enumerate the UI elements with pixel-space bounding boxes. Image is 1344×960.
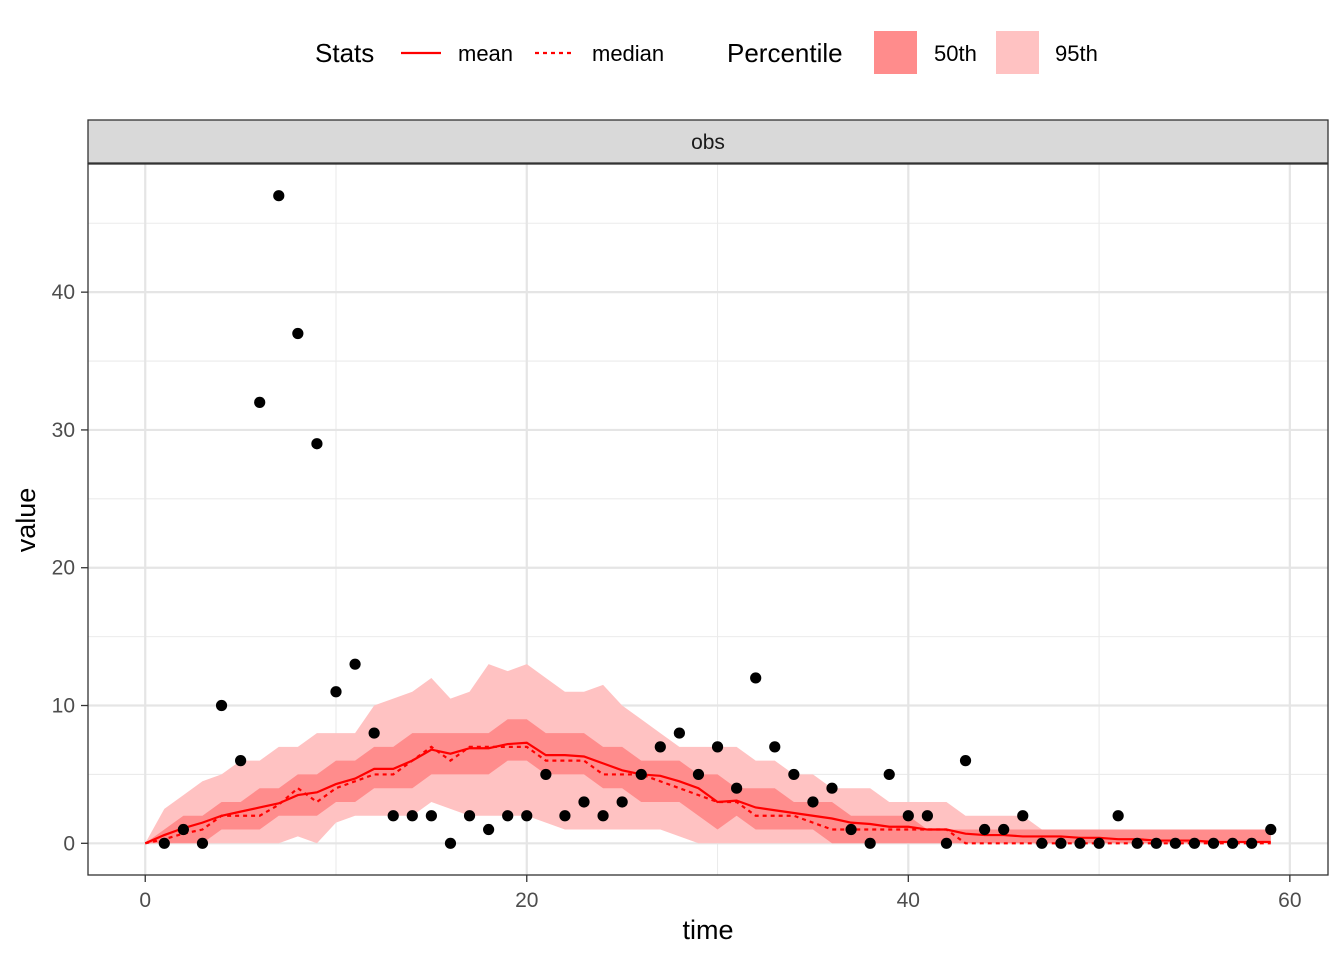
observed-point xyxy=(921,810,933,822)
observed-point xyxy=(1150,837,1162,849)
legend-50th-swatch xyxy=(874,31,917,74)
x-tick-label: 40 xyxy=(897,889,920,912)
x-tick-label: 0 xyxy=(139,889,151,912)
observed-point xyxy=(1246,837,1258,849)
observed-point xyxy=(177,823,189,836)
observed-point xyxy=(864,837,876,849)
observed-point xyxy=(769,741,781,753)
observed-point xyxy=(731,782,743,794)
x-axis-title: time xyxy=(682,915,733,945)
observed-point xyxy=(673,727,685,739)
observed-point xyxy=(692,768,705,781)
observed-point xyxy=(540,768,552,781)
observed-point xyxy=(1055,837,1067,849)
legend-mean-label: mean xyxy=(458,41,513,66)
observed-point xyxy=(368,727,380,739)
observed-point xyxy=(845,823,857,836)
observed-point xyxy=(979,823,991,836)
observed-point xyxy=(807,796,819,808)
observed-points xyxy=(158,190,1277,849)
observed-point xyxy=(273,190,285,202)
observed-point xyxy=(940,837,953,849)
observed-point xyxy=(635,768,647,781)
observed-point xyxy=(502,810,514,822)
observed-point xyxy=(1093,837,1105,849)
band-95th xyxy=(145,664,1271,844)
observed-point xyxy=(1131,837,1143,849)
observed-point xyxy=(483,823,495,836)
y-tick-label: 20 xyxy=(52,557,75,580)
observed-point xyxy=(1265,823,1277,836)
observed-point xyxy=(330,686,342,698)
legend-95th-label: 95th xyxy=(1055,41,1098,66)
observed-point xyxy=(1036,837,1048,849)
observed-point xyxy=(292,327,304,340)
observed-point xyxy=(1188,837,1201,849)
observed-point xyxy=(158,837,170,849)
y-axis-title: value xyxy=(11,488,41,553)
legend-percentile-title: Percentile xyxy=(727,38,843,68)
observed-point xyxy=(883,768,895,781)
median-line xyxy=(144,745,1271,845)
observed-point xyxy=(559,810,571,822)
observed-point xyxy=(254,396,266,408)
observed-point xyxy=(196,837,209,849)
observed-point xyxy=(349,658,361,670)
observed-point xyxy=(406,810,418,822)
y-tick-label: 0 xyxy=(63,832,75,855)
observed-point xyxy=(1207,837,1220,849)
observed-point xyxy=(387,810,399,822)
y-axis: 0 10 20 30 40 xyxy=(52,281,88,855)
observed-point xyxy=(463,810,476,822)
observed-point xyxy=(215,699,228,712)
observed-point xyxy=(1074,837,1086,849)
y-tick-label: 40 xyxy=(52,281,75,304)
observed-point xyxy=(1227,837,1239,849)
observed-point xyxy=(750,672,762,684)
observed-point xyxy=(654,741,666,753)
observed-point xyxy=(1169,837,1181,849)
observed-point xyxy=(597,810,609,822)
observed-point xyxy=(521,810,533,822)
observed-point xyxy=(1017,810,1029,822)
legend-median-label: median xyxy=(592,41,664,66)
plot-panel-border xyxy=(87,163,1329,876)
legend: Stats mean median Percentile 50th 95th xyxy=(315,31,1098,74)
stat-lines xyxy=(144,741,1271,845)
y-tick-label: 10 xyxy=(52,695,75,718)
legend-50th-label: 50th xyxy=(934,41,977,66)
observed-point xyxy=(959,755,972,767)
observed-point xyxy=(711,741,724,753)
observed-point xyxy=(616,796,628,808)
observed-point xyxy=(998,823,1010,836)
observed-point xyxy=(578,796,590,808)
legend-95th-swatch xyxy=(996,31,1039,74)
x-tick-label: 20 xyxy=(515,889,538,912)
observed-point xyxy=(235,755,247,767)
y-tick-label: 30 xyxy=(52,419,75,442)
x-axis: 0 20 40 60 xyxy=(139,875,1302,912)
observed-point xyxy=(902,810,914,822)
observed-point xyxy=(1112,810,1124,822)
mean-line xyxy=(144,741,1271,845)
observed-point xyxy=(826,782,838,794)
observed-point xyxy=(444,837,457,849)
observed-point xyxy=(311,438,323,450)
observed-point xyxy=(788,768,800,781)
legend-stats-title: Stats xyxy=(315,38,374,68)
x-tick-label: 60 xyxy=(1278,889,1301,912)
facet-strip xyxy=(87,119,1329,164)
facet-strip-label: obs xyxy=(691,131,725,154)
observed-point xyxy=(425,810,437,822)
